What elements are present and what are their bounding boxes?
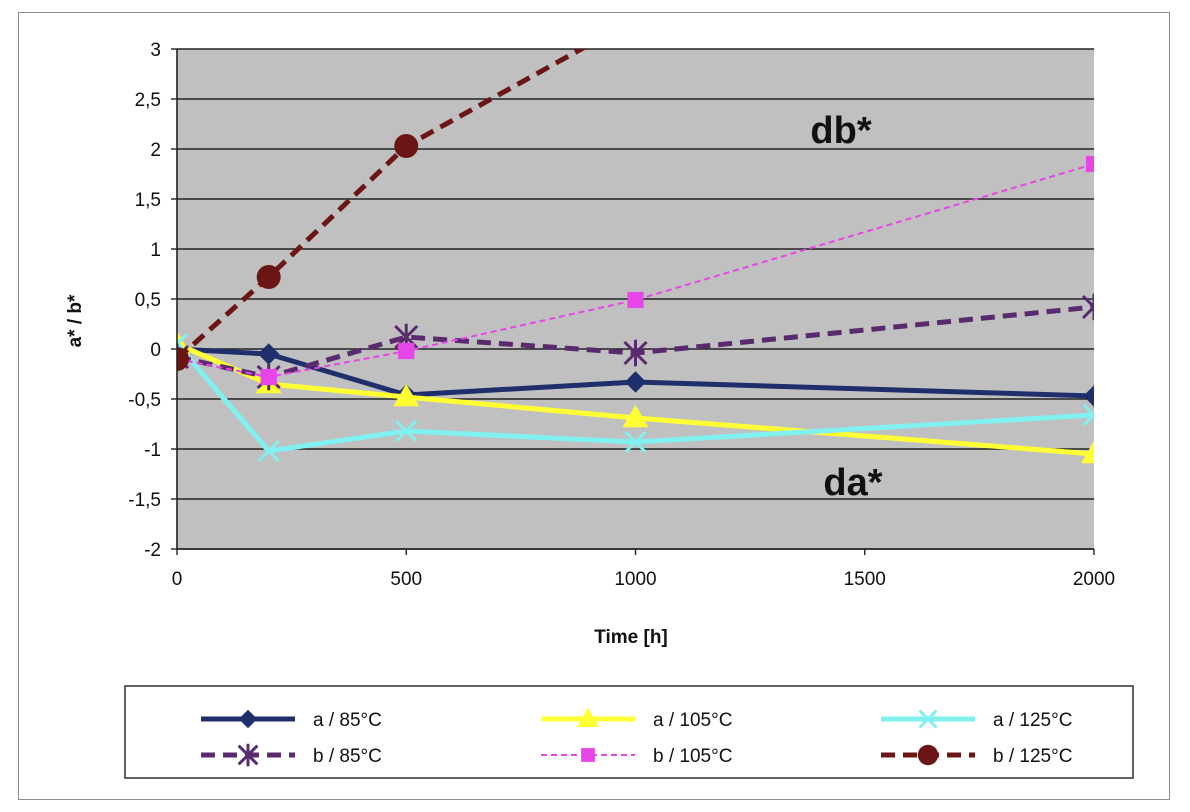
annotation-da: da* (823, 462, 882, 504)
series-line (177, 49, 587, 361)
legend-item-5: b / 125°C (881, 744, 1072, 767)
legend-item-2: a / 125°C (881, 709, 1072, 731)
y-tick-label: 1 (150, 240, 161, 261)
legend-item-1: a / 105°C (541, 707, 732, 731)
chart-frame: 3 2,5 2 1,5 1 0,5 0 -0,5 -1 -1,5 -2 0 500 1000 1500 200… (18, 12, 1170, 800)
legend-item-3: b / 85°C (201, 743, 382, 767)
y-axis-label: a* / b* (65, 294, 86, 347)
plot-area (177, 13, 1094, 550)
x-tick-label: 500 (390, 569, 422, 590)
data-point (395, 419, 418, 443)
series-layer (177, 13, 1094, 464)
legend-marker (917, 744, 939, 766)
legend-label: a / 85°C (313, 710, 382, 731)
y-tick-label: 2,5 (135, 90, 161, 111)
line-chart: 3 2,5 2 1,5 1 0,5 0 -0,5 -1 -1,5 -2 0 500 1000 1500 200… (65, 13, 1134, 779)
legend-marker (581, 748, 595, 762)
data-point (624, 13, 648, 31)
legend-marker (238, 709, 258, 729)
legend-box (124, 685, 1134, 779)
y-tick-label: 3 (150, 40, 161, 61)
data-point (1081, 440, 1094, 464)
x-tick-label: 2000 (1073, 569, 1115, 590)
legend-label: b / 125°C (993, 746, 1072, 767)
x-tick-label: 1500 (844, 569, 886, 590)
data-point (1083, 385, 1094, 407)
data-point (622, 404, 649, 428)
y-tick-label: -1,5 (128, 490, 161, 511)
data-point (623, 339, 648, 367)
data-point (393, 383, 420, 407)
legend-marker (576, 707, 600, 727)
y-tick-label: -0,5 (128, 390, 161, 411)
y-tick-label: 0,5 (135, 290, 161, 311)
x-tick-label: 1000 (614, 569, 656, 590)
data-point (624, 371, 647, 393)
x-axis-label: Time [h] (594, 627, 668, 648)
series-2 (177, 332, 1094, 463)
data-point (260, 368, 277, 386)
legend: a / 85°C a / 105°C a / 125°C b / 85°C b / 10… (124, 685, 1134, 779)
legend-item-0: a / 85°C (201, 709, 382, 731)
x-tick-label: 0 (172, 569, 183, 590)
y-tick-label: 1,5 (135, 190, 161, 211)
y-tick-label: 2 (150, 140, 161, 161)
axes: 3 2,5 2 1,5 1 0,5 0 -0,5 -1 -1,5 -2 0 500 1000 1500 200… (128, 40, 1115, 590)
annotation-db: db* (810, 110, 871, 152)
data-point (1085, 155, 1094, 173)
data-point (627, 291, 644, 309)
legend-label: a / 105°C (653, 710, 732, 731)
data-point (394, 134, 419, 158)
y-tick-label: -1 (144, 440, 161, 461)
data-point (256, 265, 281, 289)
y-tick-label: 0 (150, 340, 161, 361)
legend-item-4: b / 105°C (541, 746, 732, 767)
series-line (177, 304, 1094, 380)
data-point (177, 347, 189, 371)
y-tick-label: -2 (144, 540, 161, 561)
legend-label: b / 105°C (653, 746, 732, 767)
data-point (398, 342, 415, 360)
series-5 (177, 13, 648, 371)
data-point (257, 439, 280, 463)
data-point (1081, 293, 1094, 321)
legend-marker (918, 709, 938, 729)
legend-label: b / 85°C (313, 746, 382, 767)
data-point (624, 430, 647, 454)
data-point (1082, 403, 1094, 427)
legend-label: a / 125°C (993, 710, 1072, 731)
legend-marker (237, 743, 259, 767)
